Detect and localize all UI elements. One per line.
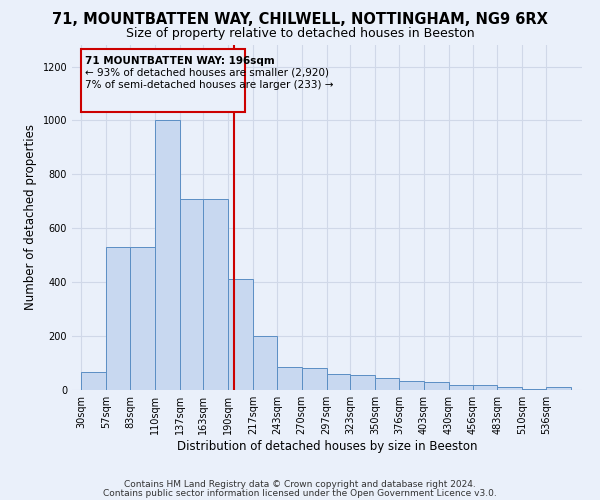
Text: 7% of semi-detached houses are larger (233) →: 7% of semi-detached houses are larger (2… xyxy=(85,80,334,90)
Bar xyxy=(228,280,253,390)
Y-axis label: Number of detached properties: Number of detached properties xyxy=(24,124,37,310)
Bar xyxy=(155,120,179,390)
Bar xyxy=(350,375,375,390)
Bar xyxy=(424,382,449,390)
FancyBboxPatch shape xyxy=(81,49,245,112)
Bar xyxy=(546,388,571,390)
Text: ← 93% of detached houses are smaller (2,920): ← 93% of detached houses are smaller (2,… xyxy=(85,68,329,78)
X-axis label: Distribution of detached houses by size in Beeston: Distribution of detached houses by size … xyxy=(177,440,477,453)
Bar xyxy=(106,247,130,390)
Bar xyxy=(179,198,203,390)
Bar xyxy=(130,247,155,390)
Text: Contains HM Land Registry data © Crown copyright and database right 2024.: Contains HM Land Registry data © Crown c… xyxy=(124,480,476,489)
Bar xyxy=(449,385,473,390)
Bar xyxy=(473,385,497,390)
Text: 71 MOUNTBATTEN WAY: 196sqm: 71 MOUNTBATTEN WAY: 196sqm xyxy=(85,56,275,66)
Text: 71, MOUNTBATTEN WAY, CHILWELL, NOTTINGHAM, NG9 6RX: 71, MOUNTBATTEN WAY, CHILWELL, NOTTINGHA… xyxy=(52,12,548,28)
Text: Size of property relative to detached houses in Beeston: Size of property relative to detached ho… xyxy=(125,28,475,40)
Bar xyxy=(81,372,106,390)
Bar xyxy=(277,367,302,390)
Bar xyxy=(302,368,326,390)
Bar xyxy=(326,374,350,390)
Bar xyxy=(399,380,424,390)
Bar xyxy=(253,336,277,390)
Text: Contains public sector information licensed under the Open Government Licence v3: Contains public sector information licen… xyxy=(103,488,497,498)
Bar xyxy=(497,387,522,390)
Bar xyxy=(203,198,228,390)
Bar xyxy=(375,378,399,390)
